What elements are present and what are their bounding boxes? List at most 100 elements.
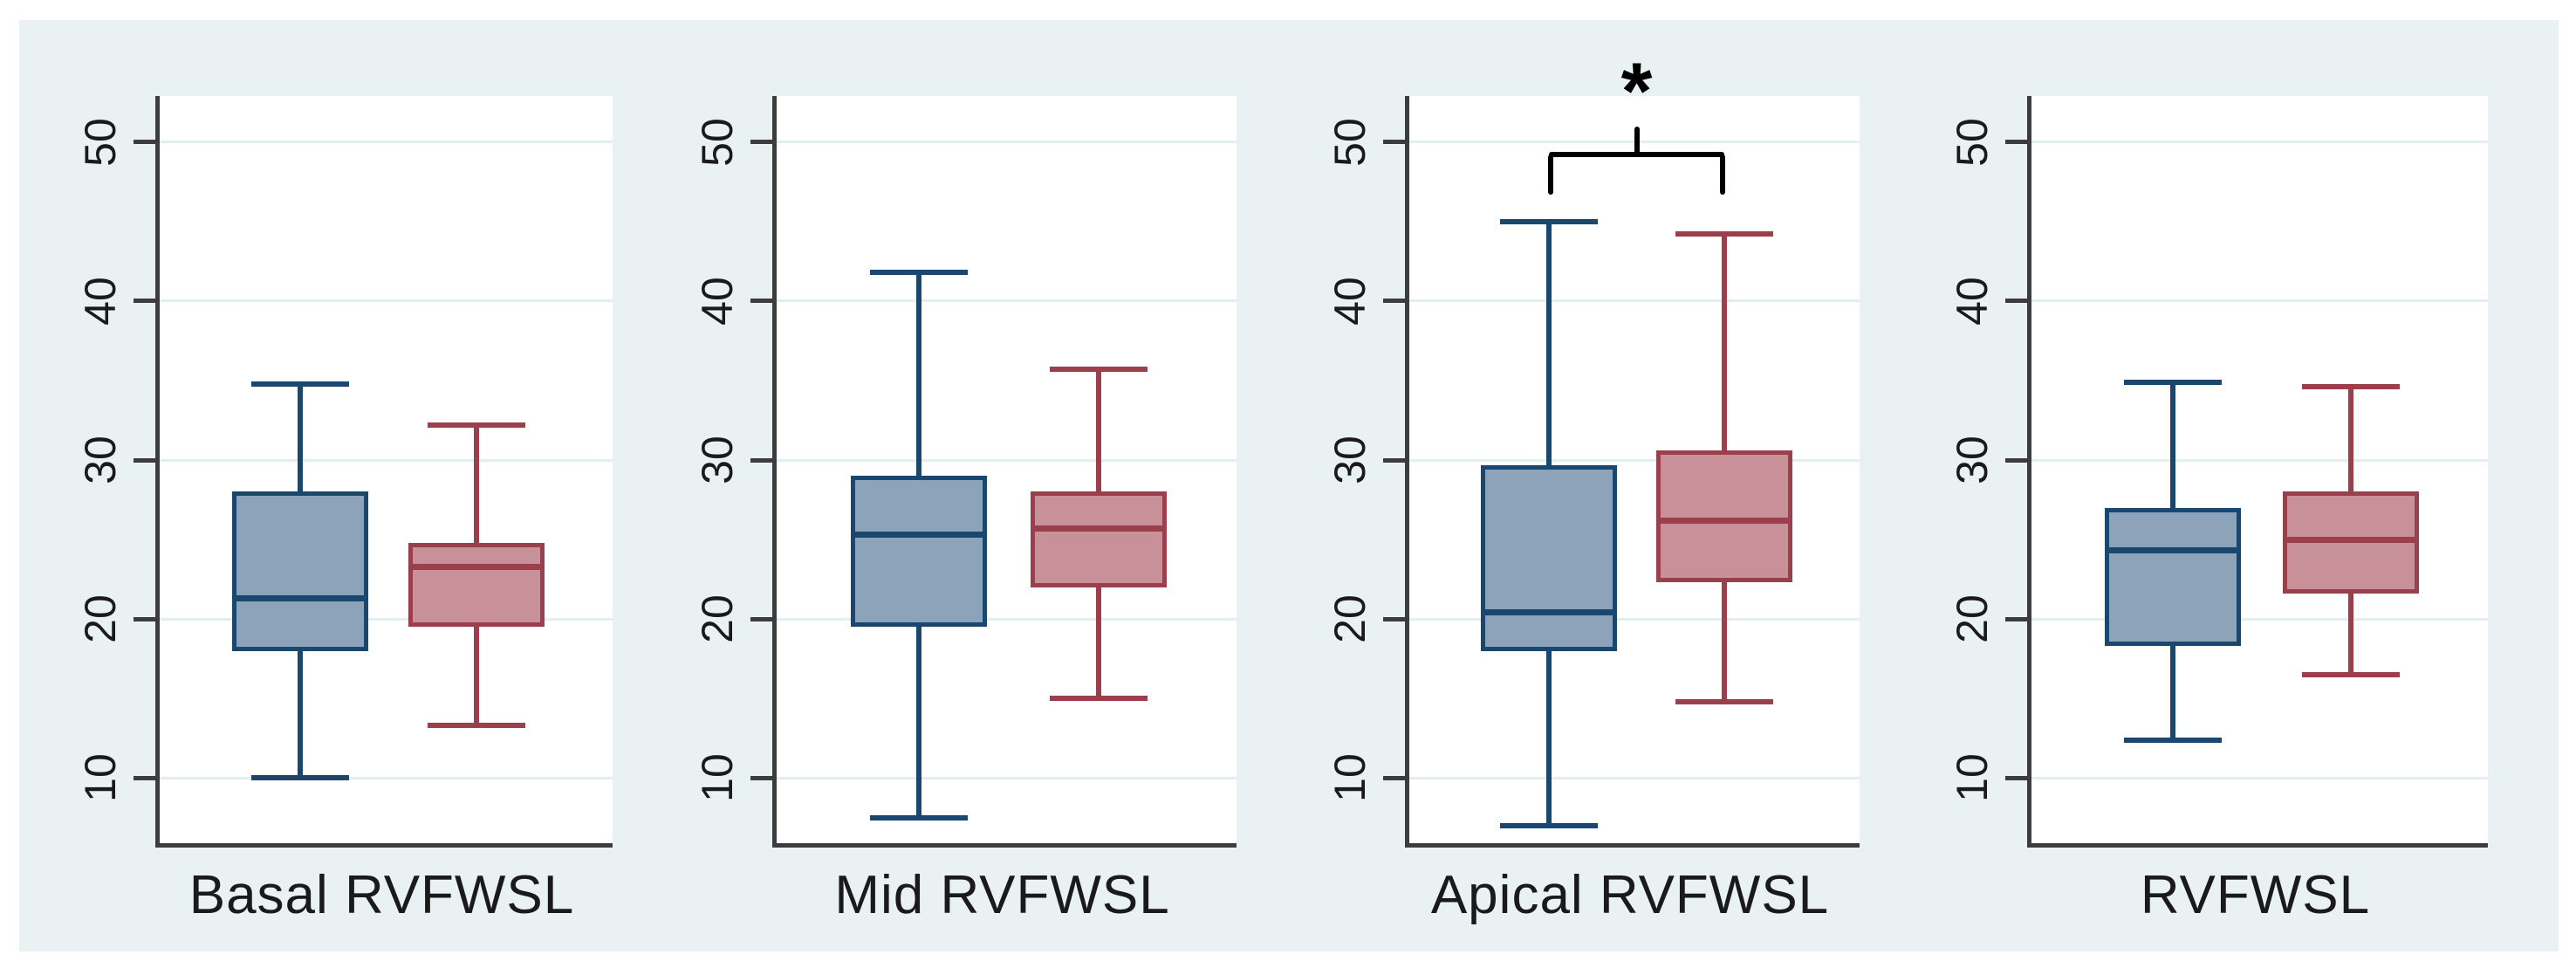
y-tick-label: 10 <box>76 753 125 803</box>
y-gridline <box>2031 458 2488 462</box>
y-gridline <box>1409 458 1860 462</box>
y-tick-mark <box>1383 616 1405 621</box>
whisker-lower-red <box>2348 594 2354 675</box>
y-tick-label: 20 <box>1948 594 1997 643</box>
y-tick-mark <box>2005 457 2027 463</box>
y-tick-mark <box>750 775 772 780</box>
whisker-cap-upper-red <box>2302 384 2401 390</box>
whisker-lower-red <box>1095 587 1101 699</box>
whisker-cap-lower-blue <box>870 814 969 821</box>
y-gridline <box>1409 617 1860 621</box>
significance-bracket-stem <box>1634 127 1640 155</box>
median-line-red <box>408 563 545 570</box>
y-tick-mark <box>750 140 772 145</box>
whisker-lower-blue <box>297 650 303 779</box>
y-tick-mark <box>2005 299 2027 304</box>
y-tick-mark <box>2005 775 2027 780</box>
whisker-cap-lower-red <box>1049 696 1148 702</box>
whisker-cap-upper-red <box>1049 367 1148 373</box>
box-blue <box>1480 464 1617 651</box>
box-red <box>408 542 545 628</box>
median-line-red <box>2283 536 2420 543</box>
y-tick-mark <box>2005 140 2027 145</box>
y-tick-mark <box>134 775 155 780</box>
box-red <box>1656 450 1793 583</box>
y-tick-mark <box>750 299 772 304</box>
panel-plot-mid-rvfwsl: 10 20 30 40 50 <box>693 96 1237 848</box>
y-gridline <box>160 299 613 303</box>
y-tick-mark <box>750 457 772 463</box>
box-blue <box>851 476 988 628</box>
median-line-blue <box>1480 609 1617 616</box>
y-tick-label: 40 <box>76 277 125 326</box>
y-gridline <box>1409 776 1860 779</box>
y-gridline <box>160 776 613 779</box>
y-tick-mark <box>134 140 155 145</box>
whisker-upper-red <box>1095 369 1101 492</box>
whisker-upper-blue <box>916 272 922 477</box>
significance-asterisk: * <box>1620 47 1653 137</box>
panel-label-basal-rvfwsl: Basal RVFWSL <box>188 864 575 925</box>
y-tick-mark <box>134 616 155 621</box>
median-line-red <box>1656 517 1793 524</box>
y-tick-mark <box>134 299 155 304</box>
whisker-lower-red <box>1722 582 1728 702</box>
y-tick-label: 40 <box>1948 277 1997 326</box>
whisker-upper-blue <box>2170 381 2176 508</box>
whisker-cap-upper-red <box>1675 231 1774 237</box>
y-tick-label: 20 <box>1326 594 1374 643</box>
panel-plot-rvfwsl: 10 20 30 40 50 <box>1948 96 2488 848</box>
y-tick-label: 10 <box>693 753 742 803</box>
y-tick-label: 10 <box>1948 753 1997 803</box>
y-tick-label: 40 <box>693 277 742 326</box>
y-gridline <box>2031 299 2488 303</box>
y-tick-label: 20 <box>693 594 742 643</box>
significance-bracket-leg-right <box>1720 154 1726 196</box>
whisker-cap-upper-blue <box>2124 379 2223 385</box>
y-tick-label: 30 <box>1948 436 1997 484</box>
y-tick-label: 50 <box>1948 118 1997 167</box>
whisker-cap-lower-red <box>2302 671 2401 677</box>
whisker-cap-lower-blue <box>2124 737 2223 743</box>
panel-label-apical-rvfwsl: Apical RVFWSL <box>1430 864 1830 925</box>
whisker-upper-red <box>1722 234 1728 451</box>
y-gridline <box>160 617 613 621</box>
whisker-upper-red <box>474 425 480 543</box>
whisker-cap-lower-blue <box>250 775 349 781</box>
y-tick-label: 50 <box>76 118 125 167</box>
y-tick-label: 30 <box>693 436 742 484</box>
whisker-upper-red <box>2348 387 2354 492</box>
y-tick-label: 40 <box>1326 277 1374 326</box>
y-tick-mark <box>1383 775 1405 780</box>
y-gridline <box>160 458 613 462</box>
y-gridline <box>777 617 1237 621</box>
y-tick-label: 20 <box>76 594 125 643</box>
whisker-cap-upper-blue <box>1499 218 1598 224</box>
whisker-lower-red <box>474 627 480 726</box>
y-tick-mark <box>1383 140 1405 145</box>
whisker-upper-blue <box>297 383 303 492</box>
panel-plot-basal-rvfwsl: 10 20 30 40 50 <box>76 96 613 848</box>
whisker-cap-lower-red <box>1675 698 1774 704</box>
y-tick-label: 30 <box>76 436 125 484</box>
y-tick-mark <box>2005 616 2027 621</box>
y-tick-label: 30 <box>1326 436 1374 484</box>
median-line-red <box>1030 525 1167 532</box>
y-tick-label: 10 <box>1326 753 1374 803</box>
y-tick-mark <box>134 457 155 463</box>
significance-bracket-bar <box>1548 152 1725 158</box>
median-line-blue <box>851 532 988 539</box>
y-tick-mark <box>1383 299 1405 304</box>
box-red <box>2283 491 2420 594</box>
whisker-lower-blue <box>2170 646 2176 740</box>
median-line-blue <box>231 595 368 602</box>
whisker-cap-upper-blue <box>250 381 349 387</box>
y-gridline <box>2031 617 2488 621</box>
median-line-blue <box>2105 547 2242 554</box>
box-blue <box>231 491 368 651</box>
significance-bracket-leg-left <box>1547 154 1553 196</box>
whisker-cap-upper-red <box>428 422 526 428</box>
panel-label-rvfwsl: RVFWSL <box>2140 864 2371 925</box>
y-gridline <box>777 299 1237 303</box>
